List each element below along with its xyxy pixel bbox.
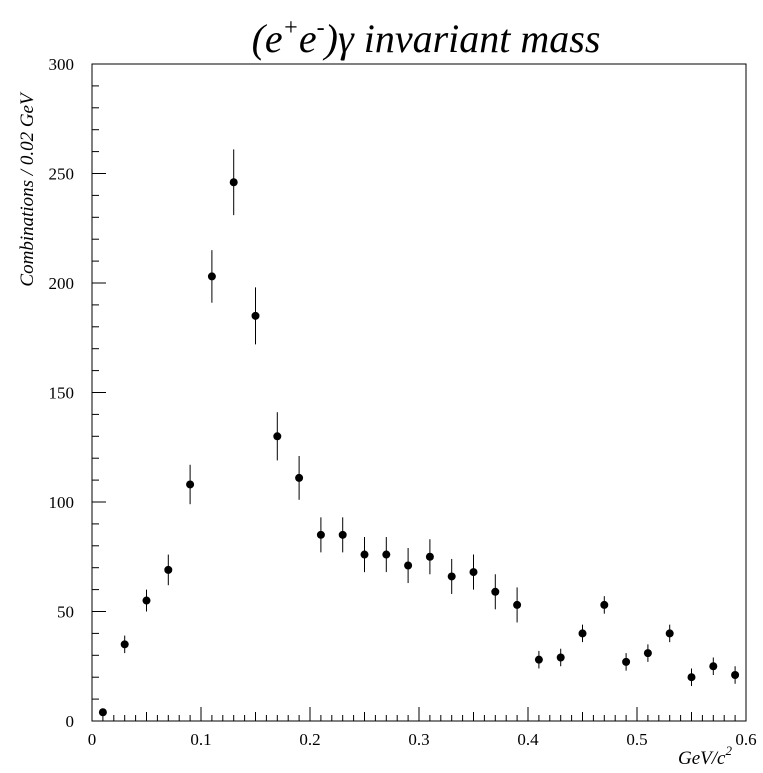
data-point [229, 149, 238, 216]
point-marker [338, 530, 347, 539]
data-point [120, 635, 129, 654]
data-point [622, 653, 631, 671]
point-marker [251, 311, 260, 320]
data-point [316, 517, 325, 553]
x-tick-label: 0.3 [408, 730, 429, 749]
data-point [534, 650, 543, 669]
point-marker [709, 662, 718, 671]
y-tick-label: 300 [49, 55, 75, 74]
point-marker [273, 432, 282, 441]
data-point [142, 589, 151, 612]
data-point [469, 554, 478, 590]
data-points [98, 149, 740, 717]
data-point [295, 456, 304, 500]
data-point [600, 596, 609, 614]
data-point [687, 668, 696, 686]
y-axis-label: Combinations / 0.02 GeV [17, 91, 38, 287]
point-marker [731, 671, 740, 680]
y-tick-label: 150 [49, 384, 75, 403]
point-marker [98, 708, 107, 717]
point-marker [687, 673, 696, 682]
point-marker [164, 565, 173, 574]
point-marker [186, 480, 195, 489]
point-marker [360, 550, 369, 559]
data-point [207, 250, 216, 303]
data-point [665, 624, 674, 643]
point-marker [120, 640, 129, 649]
point-marker [447, 572, 456, 581]
data-point [98, 708, 107, 717]
x-tick-label: 0.1 [190, 730, 211, 749]
point-marker [229, 178, 238, 187]
data-point [186, 464, 195, 505]
data-point [164, 554, 173, 586]
data-point [425, 539, 434, 575]
data-point [404, 547, 413, 584]
point-marker [316, 530, 325, 539]
data-point [513, 587, 522, 623]
data-point [338, 517, 347, 553]
data-point [643, 644, 652, 662]
point-marker [534, 655, 543, 664]
chart-title: (e+e-)γ invariant mass [252, 15, 601, 61]
point-marker [207, 272, 216, 281]
data-point [251, 287, 260, 345]
x-tick-label: 0 [88, 730, 97, 749]
y-axis-ticks: 0 50 100 150 200 250 300 [49, 55, 106, 731]
x-tick-label: 0.2 [299, 730, 320, 749]
point-marker [142, 596, 151, 605]
data-point [382, 537, 391, 573]
data-point [556, 648, 565, 667]
point-marker [382, 550, 391, 559]
point-marker [469, 568, 478, 577]
point-marker [295, 473, 304, 482]
point-marker [425, 552, 434, 561]
point-marker [600, 600, 609, 609]
point-marker [622, 657, 631, 666]
y-tick-label: 200 [49, 274, 75, 293]
y-tick-label: 0 [66, 712, 75, 731]
data-point [491, 574, 500, 610]
y-tick-label: 50 [57, 603, 74, 622]
data-point [447, 558, 456, 594]
point-marker [513, 600, 522, 609]
point-marker [643, 649, 652, 658]
point-marker [556, 653, 565, 662]
point-marker [404, 561, 413, 570]
x-tick-label: 0.6 [735, 730, 756, 749]
data-point [360, 537, 369, 573]
plot-frame [91, 63, 747, 722]
data-point [273, 412, 282, 461]
point-marker [578, 629, 587, 638]
x-axis-ticks: 0 0.1 0.2 0.3 0.4 0.5 0.6 [88, 707, 757, 749]
point-marker [665, 629, 674, 638]
y-tick-label: 100 [49, 493, 75, 512]
x-axis-label: GeV/c2 [678, 743, 732, 769]
y-tick-label: 250 [49, 165, 75, 184]
data-point [709, 657, 718, 676]
data-point [578, 624, 587, 643]
x-tick-label: 0.5 [626, 730, 647, 749]
point-marker [491, 587, 500, 596]
data-point [731, 666, 740, 684]
x-tick-label: 0.4 [517, 730, 539, 749]
